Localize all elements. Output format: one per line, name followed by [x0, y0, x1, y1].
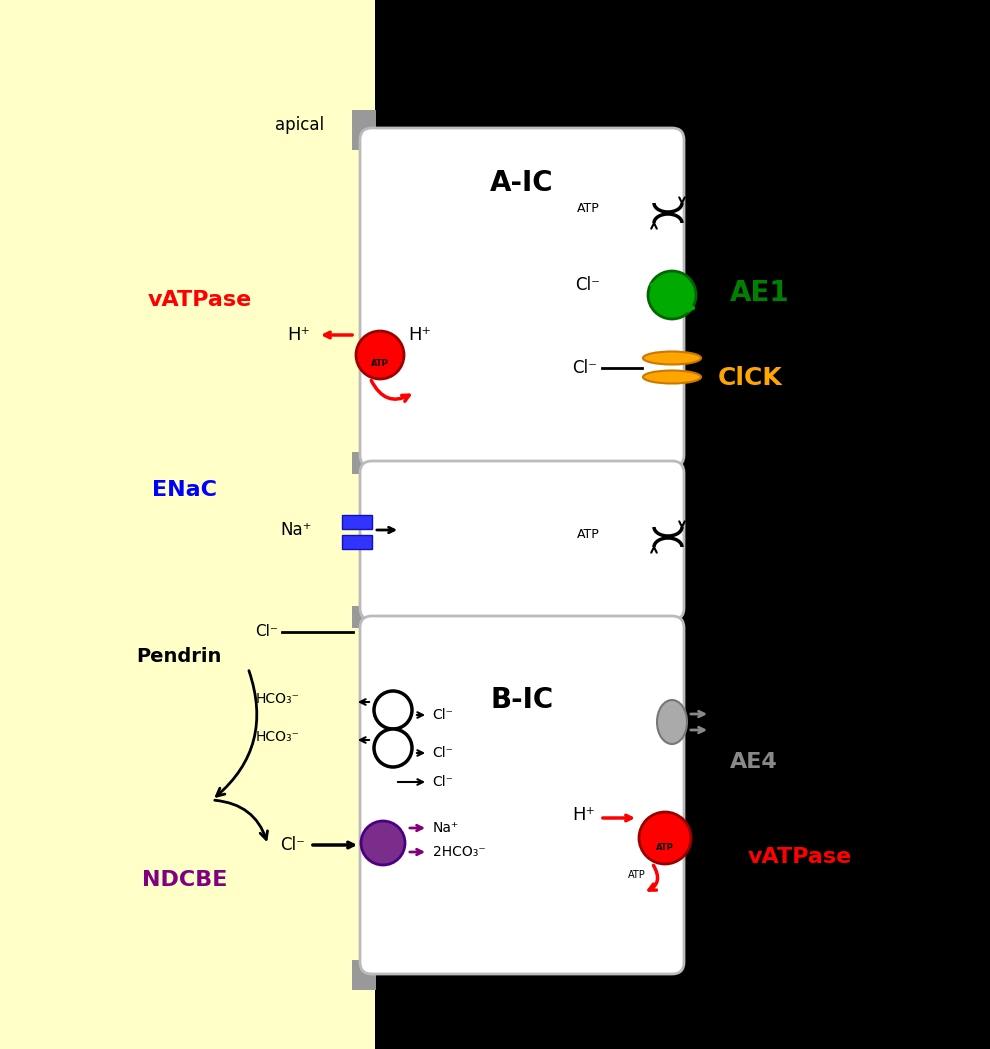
Text: apical: apical — [275, 116, 325, 134]
FancyArrowPatch shape — [217, 670, 256, 796]
Text: Na⁺: Na⁺ — [433, 821, 459, 835]
Text: H⁺: H⁺ — [287, 326, 310, 344]
Bar — [352, 960, 376, 990]
Circle shape — [639, 812, 691, 864]
Text: AE1: AE1 — [730, 279, 790, 307]
Ellipse shape — [643, 351, 701, 364]
Text: NDCBE: NDCBE — [143, 870, 228, 890]
Text: H⁺: H⁺ — [572, 806, 595, 825]
FancyArrowPatch shape — [649, 865, 657, 891]
Text: HCO₃⁻: HCO₃⁻ — [256, 692, 300, 706]
Bar — [342, 515, 372, 529]
Text: Cl⁻: Cl⁻ — [280, 836, 305, 854]
FancyArrowPatch shape — [215, 800, 267, 839]
Text: Pendrin: Pendrin — [137, 647, 222, 666]
Text: Cl⁻: Cl⁻ — [255, 624, 278, 640]
Text: Cl⁻: Cl⁻ — [575, 276, 600, 294]
Text: Cl⁻: Cl⁻ — [432, 708, 453, 722]
Text: ATP: ATP — [656, 842, 674, 852]
Circle shape — [361, 821, 405, 865]
Ellipse shape — [657, 700, 687, 744]
Text: Cl⁻: Cl⁻ — [432, 775, 453, 789]
FancyBboxPatch shape — [360, 616, 684, 975]
Text: 2HCO₃⁻: 2HCO₃⁻ — [433, 845, 486, 859]
Bar — [375, 0, 990, 1049]
Bar — [342, 535, 372, 549]
Text: ENaC: ENaC — [152, 480, 218, 500]
Text: ATP: ATP — [576, 201, 599, 214]
Bar — [352, 452, 376, 474]
Circle shape — [648, 271, 696, 319]
Text: vATPase: vATPase — [148, 290, 252, 311]
FancyBboxPatch shape — [360, 128, 684, 467]
Circle shape — [356, 331, 404, 379]
Circle shape — [374, 691, 412, 729]
Text: ATP: ATP — [628, 870, 645, 880]
Text: ATP: ATP — [576, 529, 599, 541]
Text: Cl⁻: Cl⁻ — [432, 746, 453, 759]
Bar — [0, 0, 375, 1049]
Text: ClCK: ClCK — [718, 366, 783, 390]
Text: ATP: ATP — [371, 359, 389, 367]
Text: B-IC: B-IC — [490, 686, 553, 714]
Bar — [352, 606, 376, 628]
Text: Cl⁻: Cl⁻ — [572, 359, 597, 377]
Text: vATPase: vATPase — [748, 847, 852, 868]
Text: AE4: AE4 — [730, 752, 778, 772]
Text: A-IC: A-IC — [490, 169, 553, 197]
FancyArrowPatch shape — [371, 381, 409, 402]
Text: H⁺: H⁺ — [408, 326, 431, 344]
Bar — [352, 110, 376, 150]
Text: Na⁺: Na⁺ — [280, 521, 312, 539]
Ellipse shape — [643, 370, 701, 384]
FancyBboxPatch shape — [360, 461, 684, 620]
Text: HCO₃⁻: HCO₃⁻ — [256, 730, 300, 744]
Circle shape — [374, 729, 412, 767]
